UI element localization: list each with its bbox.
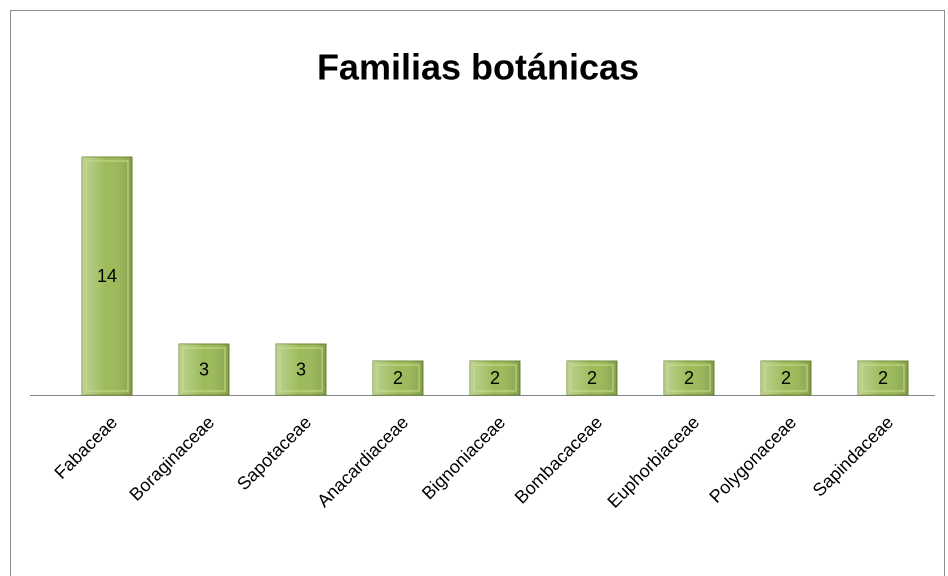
value-label: 2 [684, 368, 694, 388]
bar-bevel [570, 364, 614, 392]
value-label: 2 [878, 368, 888, 388]
value-label: 2 [393, 368, 403, 388]
value-label: 3 [199, 359, 209, 379]
bar-bevel [473, 364, 517, 392]
chart-title: Familias botánicas [317, 47, 639, 88]
bar-bevel [764, 364, 808, 392]
value-label: 3 [296, 359, 306, 379]
bar-bevel [279, 347, 323, 392]
bar-bevel [182, 347, 226, 392]
bar-bevel [667, 364, 711, 392]
bar-bevel [861, 364, 905, 392]
bar-bevel [376, 364, 420, 392]
chart-border [10, 10, 945, 576]
value-label: 2 [490, 368, 500, 388]
value-label: 14 [97, 266, 117, 286]
bar-bevel [85, 160, 129, 392]
value-label: 2 [781, 368, 791, 388]
value-label: 2 [587, 368, 597, 388]
